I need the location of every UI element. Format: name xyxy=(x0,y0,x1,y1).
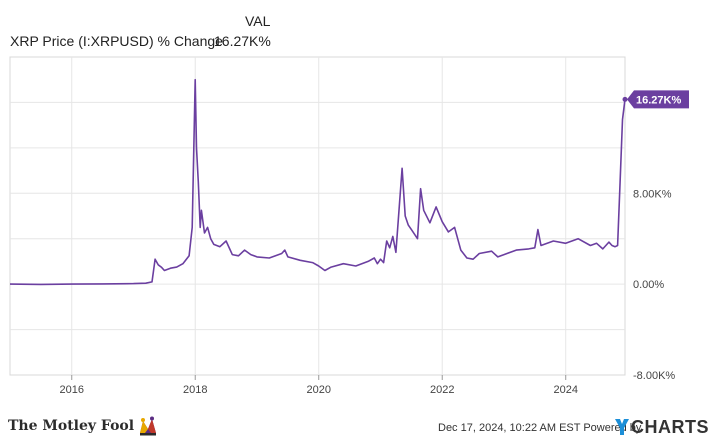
legend-series-value: 16.27K% xyxy=(214,33,271,49)
series-end-point xyxy=(622,96,628,102)
y-tick-label: 0.00% xyxy=(633,279,664,291)
powered-by-text: Dec 17, 2024, 10:22 AM EST Powered by xyxy=(438,422,642,434)
x-tick-label: 2020 xyxy=(306,384,330,396)
end-label-text: 16.27K% xyxy=(636,94,681,106)
legend-column-header: VAL xyxy=(245,13,271,29)
x-tick-label: 2024 xyxy=(553,384,577,396)
x-tick-label: 2022 xyxy=(430,384,454,396)
x-tick-label: 2016 xyxy=(60,384,84,396)
jester-hat-icon xyxy=(140,416,157,436)
legend-series-name: XRP Price (I:XRPUSD) % Change xyxy=(10,33,223,49)
x-tick-label: 2018 xyxy=(183,384,207,396)
plot-frame xyxy=(9,56,626,376)
y-tick-label: 8.00K% xyxy=(633,188,672,200)
y-tick-label: -8.00K% xyxy=(633,370,675,382)
end-label-badge xyxy=(627,90,689,109)
footer: The Motley Fool Dec 17, 2024, 10:22 AM E… xyxy=(0,410,720,441)
ycharts-wordmark: CHARTS xyxy=(631,416,709,437)
motley-fool-wordmark: The Motley Fool xyxy=(8,418,135,434)
series-line xyxy=(9,78,626,286)
line-chart: 8.00K% 0.00% -8.00K% 2016 2018 2020 2022 2024 16… xyxy=(9,56,689,396)
motley-fool-logo[interactable]: The Motley Fool xyxy=(8,414,159,438)
ycharts-y-icon xyxy=(615,419,629,435)
ycharts-logo[interactable]: CHARTS xyxy=(614,417,709,437)
